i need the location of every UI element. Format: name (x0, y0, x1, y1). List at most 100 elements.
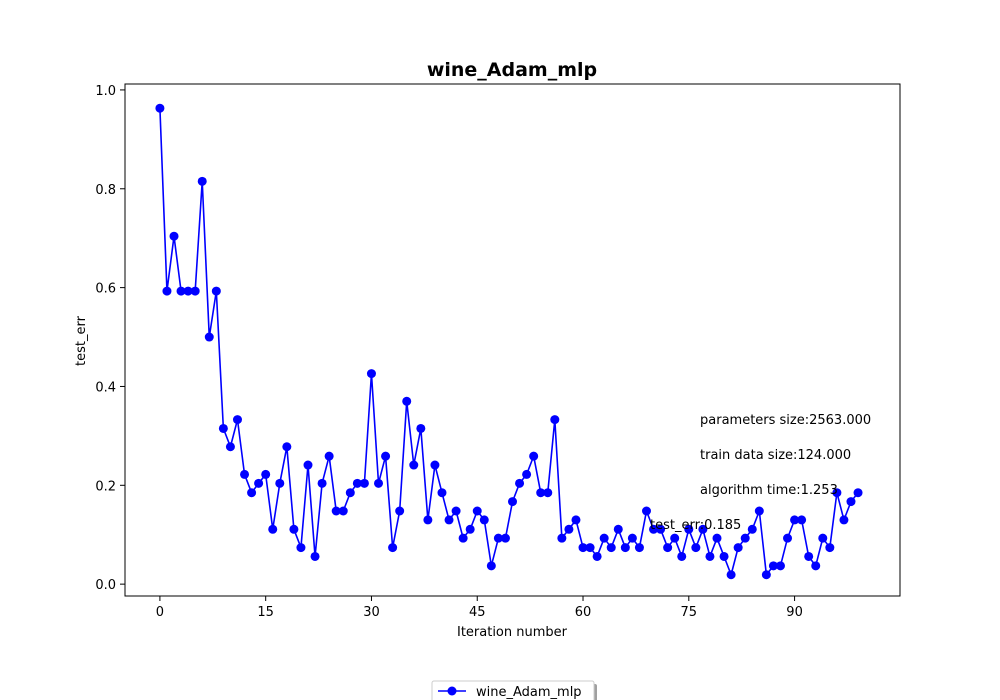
data-point (593, 552, 602, 561)
x-tick-label: 45 (469, 605, 486, 620)
data-point (219, 424, 228, 433)
data-point (635, 543, 644, 552)
data-point (325, 452, 334, 461)
data-point (727, 570, 736, 579)
data-point (381, 452, 390, 461)
data-point (155, 104, 164, 113)
data-point (642, 507, 651, 516)
data-point (318, 479, 327, 488)
data-point (854, 488, 863, 497)
data-point (515, 479, 524, 488)
data-point (501, 534, 510, 543)
annotation-train-data-size: train data size:124.000 (700, 448, 851, 463)
data-point (557, 534, 566, 543)
data-point (600, 534, 609, 543)
data-point (226, 442, 235, 451)
data-point (304, 461, 313, 470)
data-point (818, 534, 827, 543)
data-point (346, 488, 355, 497)
data-point (550, 415, 559, 424)
data-point (212, 287, 221, 296)
data-point (240, 470, 249, 479)
data-point (445, 515, 454, 524)
data-point (473, 507, 482, 516)
data-point (388, 543, 397, 552)
x-axis-label: Iteration number (457, 625, 568, 640)
data-point (586, 543, 595, 552)
data-point (360, 479, 369, 488)
data-point (487, 561, 496, 570)
data-point (275, 479, 284, 488)
data-point (677, 552, 686, 561)
data-point (776, 561, 785, 570)
data-point (289, 525, 298, 534)
x-tick-label: 60 (575, 605, 592, 620)
data-point (296, 543, 305, 552)
y-tick-label: 0.4 (95, 380, 116, 395)
data-point (311, 552, 320, 561)
data-point (254, 479, 263, 488)
data-point (748, 525, 757, 534)
data-point (846, 497, 855, 506)
data-point (508, 497, 517, 506)
data-point (282, 442, 291, 451)
x-tick-label: 90 (786, 605, 803, 620)
y-tick-label: 1.0 (95, 84, 116, 99)
chart-title: wine_Adam_mlp (427, 59, 597, 81)
x-tick-label: 30 (363, 605, 380, 620)
data-point (663, 543, 672, 552)
legend-marker-swatch (448, 687, 457, 696)
data-point (261, 470, 270, 479)
data-point (839, 515, 848, 524)
x-tick-label: 0 (156, 605, 164, 620)
data-point (367, 369, 376, 378)
y-tick-label: 0.2 (95, 479, 116, 494)
data-point (670, 534, 679, 543)
x-tick-label: 15 (257, 605, 274, 620)
data-point (437, 488, 446, 497)
data-point (170, 232, 179, 241)
data-point (720, 552, 729, 561)
data-point (529, 452, 538, 461)
annotation-algorithm-time: algorithm time:1.253 (700, 483, 838, 498)
y-tick-label: 0.6 (95, 282, 116, 297)
data-point (705, 552, 714, 561)
data-point (734, 543, 743, 552)
data-point (621, 543, 630, 552)
data-point (409, 461, 418, 470)
data-point (162, 287, 171, 296)
data-point (522, 470, 531, 479)
data-point (804, 552, 813, 561)
data-point (416, 424, 425, 433)
data-point (402, 397, 411, 406)
data-point (459, 534, 468, 543)
data-point (713, 534, 722, 543)
annotation-parameters-size: parameters size:2563.000 (700, 413, 871, 428)
series-line (160, 108, 858, 575)
data-point (247, 488, 256, 497)
data-point (423, 515, 432, 524)
plot-frame (125, 84, 900, 596)
legend-entry-label: wine_Adam_mlp (476, 685, 582, 700)
data-point (339, 507, 348, 516)
data-point (628, 534, 637, 543)
data-point (614, 525, 623, 534)
data-point (191, 287, 200, 296)
data-point (480, 515, 489, 524)
data-point (607, 543, 616, 552)
data-point (205, 333, 214, 342)
data-point (198, 177, 207, 186)
plot-area (155, 104, 862, 580)
annotation-test-err: test_err:0.185 (650, 518, 741, 533)
data-point (564, 525, 573, 534)
data-point (430, 461, 439, 470)
data-point (571, 515, 580, 524)
y-tick-label: 0.8 (95, 183, 116, 198)
x-tick-label: 75 (681, 605, 698, 620)
y-axis-label: test_err (74, 315, 89, 366)
data-point (741, 534, 750, 543)
data-point (374, 479, 383, 488)
data-point (395, 507, 404, 516)
data-point (797, 515, 806, 524)
